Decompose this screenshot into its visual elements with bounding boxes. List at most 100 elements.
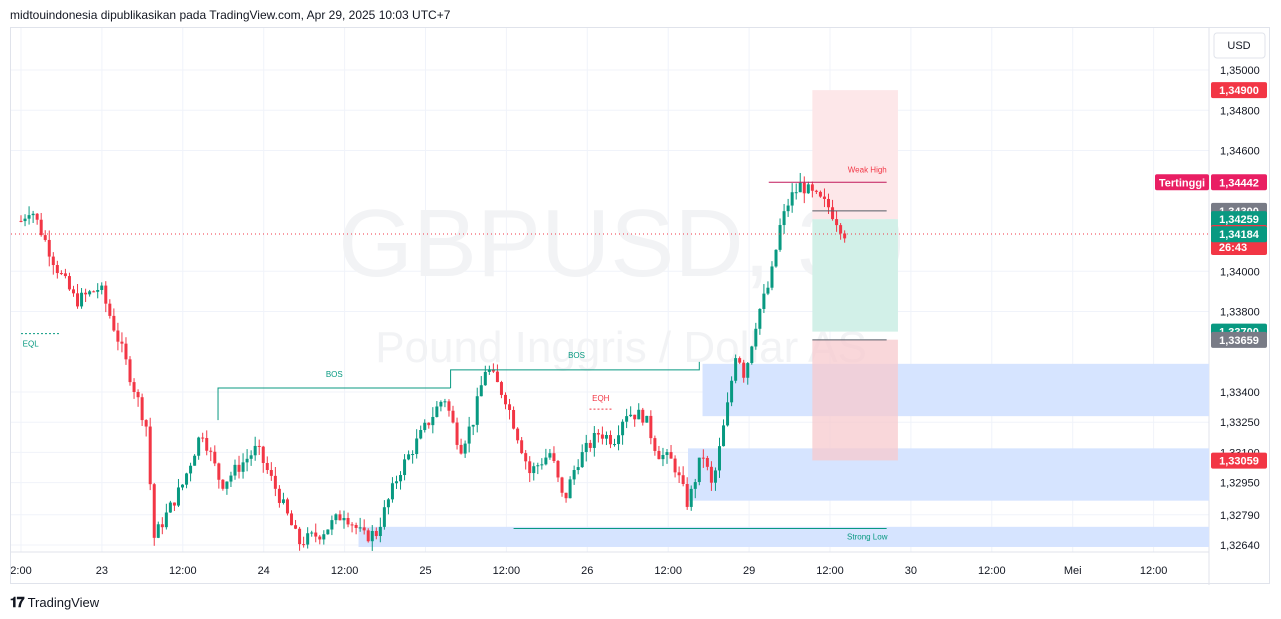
candle-body [302, 544, 306, 546]
candle-body [584, 442, 588, 453]
high-tag [1155, 174, 1209, 191]
candle-body [152, 484, 156, 538]
candle-body [181, 484, 184, 488]
candle-body [617, 435, 621, 445]
candle-body [766, 287, 770, 294]
candle-body [604, 435, 608, 439]
candle-body [350, 524, 354, 526]
candle-body [144, 420, 148, 427]
time-tick-label: 25 [419, 565, 431, 577]
candle-body [342, 518, 346, 521]
candle-body [677, 472, 681, 476]
candle-body [403, 459, 407, 476]
candle-body [713, 470, 717, 483]
candle-body [128, 359, 132, 383]
candle-body [399, 475, 403, 482]
candle-body [55, 265, 59, 274]
candle-body [831, 207, 835, 220]
price-badge-label: 1,33059 [1219, 456, 1259, 468]
candle-body [23, 218, 27, 222]
candle-body [762, 293, 766, 309]
candle-body [435, 406, 439, 417]
candle-body [193, 455, 197, 466]
annotation-label: BOS [568, 351, 585, 360]
candle-body [463, 443, 467, 454]
candle-body [217, 463, 221, 480]
candle-body [512, 409, 516, 429]
candle-body [572, 470, 576, 480]
time-tick-label: 12:00 [493, 565, 521, 577]
candle-body [411, 454, 415, 456]
candle-body [261, 446, 265, 463]
candle-body [843, 233, 847, 239]
currency-button[interactable] [1213, 32, 1266, 59]
chart-frame[interactable]: GBPUSD, 30 Pound Inggris / Dollar AS BOS… [10, 27, 1271, 585]
candle-body [439, 401, 443, 407]
price-tick-label: 1,33400 [1220, 387, 1260, 399]
candle-body [798, 182, 802, 193]
annotation-label: EQL [23, 340, 40, 349]
time-tick-label: 12:00 [816, 565, 844, 577]
candle-body [814, 190, 818, 192]
candle-body [564, 492, 568, 499]
candle-body [310, 532, 314, 534]
chart-svg[interactable]: GBPUSD, 30 Pound Inggris / Dollar AS BOS… [11, 28, 1271, 585]
candle-body [201, 437, 205, 439]
candle-body [59, 273, 63, 275]
structure-lines: BOS BOS EQH EQL Weak High Strong Low [11, 165, 1209, 541]
candle-body [839, 225, 843, 234]
candle-body [810, 184, 814, 191]
candle-body [479, 385, 483, 397]
price-badge-label: 1,34442 [1219, 177, 1259, 189]
annotation-label: EQH [592, 394, 610, 403]
candle-body [124, 343, 128, 360]
currency-button-label[interactable]: USD [1227, 40, 1250, 52]
candle-body [580, 452, 584, 468]
candle-body [556, 461, 560, 478]
candle-body [576, 467, 580, 471]
candle-body [84, 292, 88, 295]
candle-body [354, 524, 358, 528]
candle-body [205, 438, 209, 451]
candle-body [168, 502, 172, 513]
candle-body [132, 382, 136, 392]
candle-body [362, 527, 366, 531]
candle-body [657, 450, 661, 460]
candle-body [701, 457, 705, 459]
candle-body [673, 458, 677, 473]
candle-body [467, 426, 471, 444]
candle-body [608, 435, 612, 445]
candle-body [649, 415, 653, 439]
candle-body [782, 211, 786, 226]
candle-body [625, 416, 629, 422]
candle-body [92, 291, 96, 293]
candle-body [136, 391, 140, 398]
price-tick-label: 1,33250 [1220, 417, 1260, 429]
price-tick-label: 1,34800 [1220, 105, 1260, 117]
candle-body [685, 484, 689, 507]
candle-body [681, 475, 685, 485]
target-zone [812, 219, 898, 332]
candle-body [31, 213, 35, 216]
candle-body [499, 382, 503, 395]
candle-body [330, 520, 334, 530]
candle-body [786, 205, 790, 212]
price-badge [1211, 211, 1267, 228]
candle-body [697, 457, 701, 483]
candle-body [156, 524, 160, 538]
candle-body [290, 513, 294, 526]
candle-body [116, 330, 120, 342]
candle-body [508, 404, 512, 410]
candle-body [726, 402, 730, 426]
tradingview-footer[interactable]: 𝟏𝟕 TradingView [10, 594, 99, 611]
candle-body [269, 470, 273, 476]
candle-body [560, 477, 564, 493]
candle-body [334, 514, 338, 521]
candle-body [520, 440, 524, 454]
demand-zone-upper [702, 363, 1209, 417]
tradingview-brand: TradingView [27, 595, 100, 610]
candle-body [746, 363, 750, 378]
candle-body [447, 401, 451, 411]
time-tick-label: 26 [581, 565, 593, 577]
candle-body [475, 396, 479, 425]
